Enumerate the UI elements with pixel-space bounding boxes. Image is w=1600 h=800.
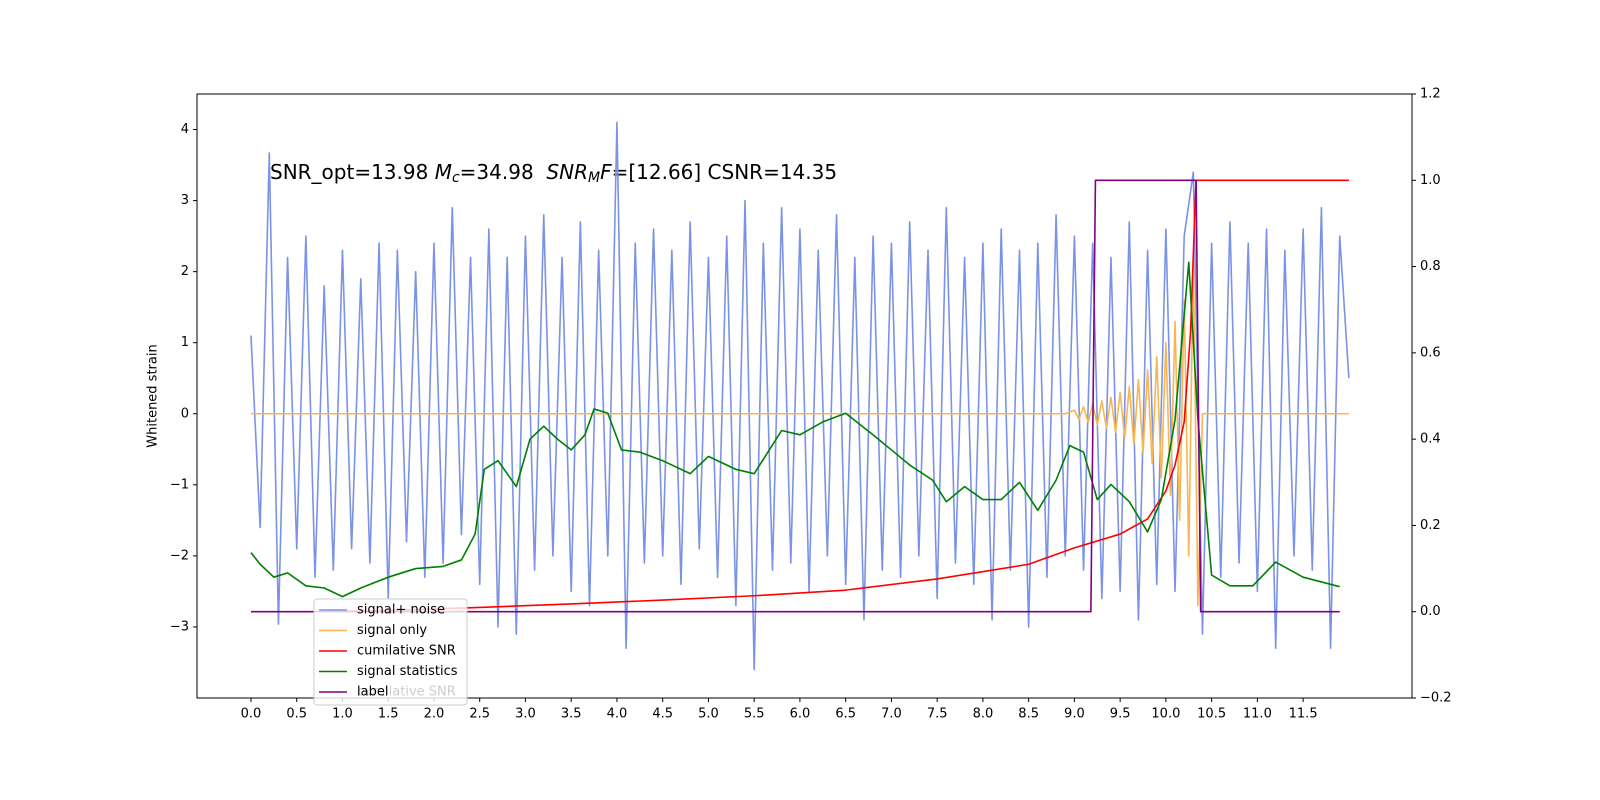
legend-label: signal+ noise — [357, 603, 445, 618]
y2-tick-label: 1.0 — [1420, 173, 1441, 188]
y-tick-label: 1 — [181, 335, 189, 350]
x-tick-label: 0.5 — [286, 707, 307, 722]
y-tick-label: −2 — [170, 548, 189, 563]
x-tick-label: 10.5 — [1197, 707, 1226, 722]
annotation-part: c — [452, 170, 460, 186]
plot-frame — [196, 93, 1413, 699]
y-tick-label: −1 — [170, 477, 189, 492]
x-tick-label: 7.5 — [927, 707, 948, 722]
annotation-part: SNR_opt=13.98 — [270, 160, 435, 184]
y2-tick-label: −0.2 — [1420, 691, 1452, 706]
x-tick-label: 9.5 — [1110, 707, 1131, 722]
y2-tick-label: 0.6 — [1420, 345, 1441, 360]
series-line — [250, 121, 1350, 671]
x-tick-label: 5.5 — [744, 707, 765, 722]
annotation-part: M — [435, 160, 452, 184]
x-tick-label: 0.0 — [241, 707, 262, 722]
x-tick-label: 11.0 — [1243, 707, 1272, 722]
legend-box — [313, 598, 468, 706]
y2-tick-label: 0.4 — [1420, 432, 1441, 447]
x-tick-label: 8.0 — [973, 707, 994, 722]
x-tick-label: 1.0 — [332, 707, 353, 722]
y-tick-label: 2 — [181, 264, 189, 279]
x-tick-label: 11.5 — [1289, 707, 1318, 722]
x-tick-label: 4.5 — [652, 707, 673, 722]
annotation: SNR_opt=13.98 Mc=34.98 SNRMF=[12.66] CSN… — [270, 160, 837, 187]
legend-label: signal only — [357, 623, 427, 638]
x-tick-label: 9.0 — [1064, 707, 1085, 722]
annotation-part: M — [588, 170, 600, 186]
x-tick-label: 5.0 — [698, 707, 719, 722]
plot-area — [250, 121, 1350, 671]
series-line — [250, 179, 1340, 613]
legend-label: signal statistics — [357, 664, 458, 679]
x-tick-label: 3.0 — [515, 707, 536, 722]
y-tick-label: 4 — [181, 122, 189, 137]
x-tick-label: 2.0 — [424, 707, 445, 722]
x-tick-label: 10.0 — [1151, 707, 1180, 722]
x-tick-label: 8.5 — [1018, 707, 1039, 722]
legend-label: cumilative SNR — [357, 644, 456, 659]
series-line — [250, 261, 1340, 598]
y2-tick-label: 0.8 — [1420, 259, 1441, 274]
x-tick-label: 1.5 — [378, 707, 399, 722]
x-tick-label: 2.5 — [469, 707, 490, 722]
legend-label: label — [357, 685, 388, 700]
x-tick-label: 6.5 — [835, 707, 856, 722]
y-tick-label: −3 — [170, 619, 189, 634]
x-tick-label: 7.0 — [881, 707, 902, 722]
x-tick-label: 4.0 — [607, 707, 628, 722]
y2-tick-label: 1.2 — [1420, 87, 1441, 102]
series-line — [315, 179, 1349, 613]
y-tick-label: 3 — [181, 193, 189, 208]
annotation-part: =[12.66] CSNR=14.35 — [612, 160, 838, 184]
y2-tick-label: 0.2 — [1420, 518, 1441, 533]
x-tick-label: 3.5 — [561, 707, 582, 722]
annotation-part: SNR — [546, 160, 588, 184]
annotation-part: F — [600, 160, 612, 184]
y-tick-label: 0 — [181, 406, 189, 421]
y-axis-label: Whitened strain — [146, 344, 161, 447]
annotation-part: =34.98 — [460, 160, 547, 184]
y2-tick-label: 0.0 — [1420, 604, 1441, 619]
x-tick-label: 6.0 — [790, 707, 811, 722]
series-line — [250, 256, 1349, 607]
